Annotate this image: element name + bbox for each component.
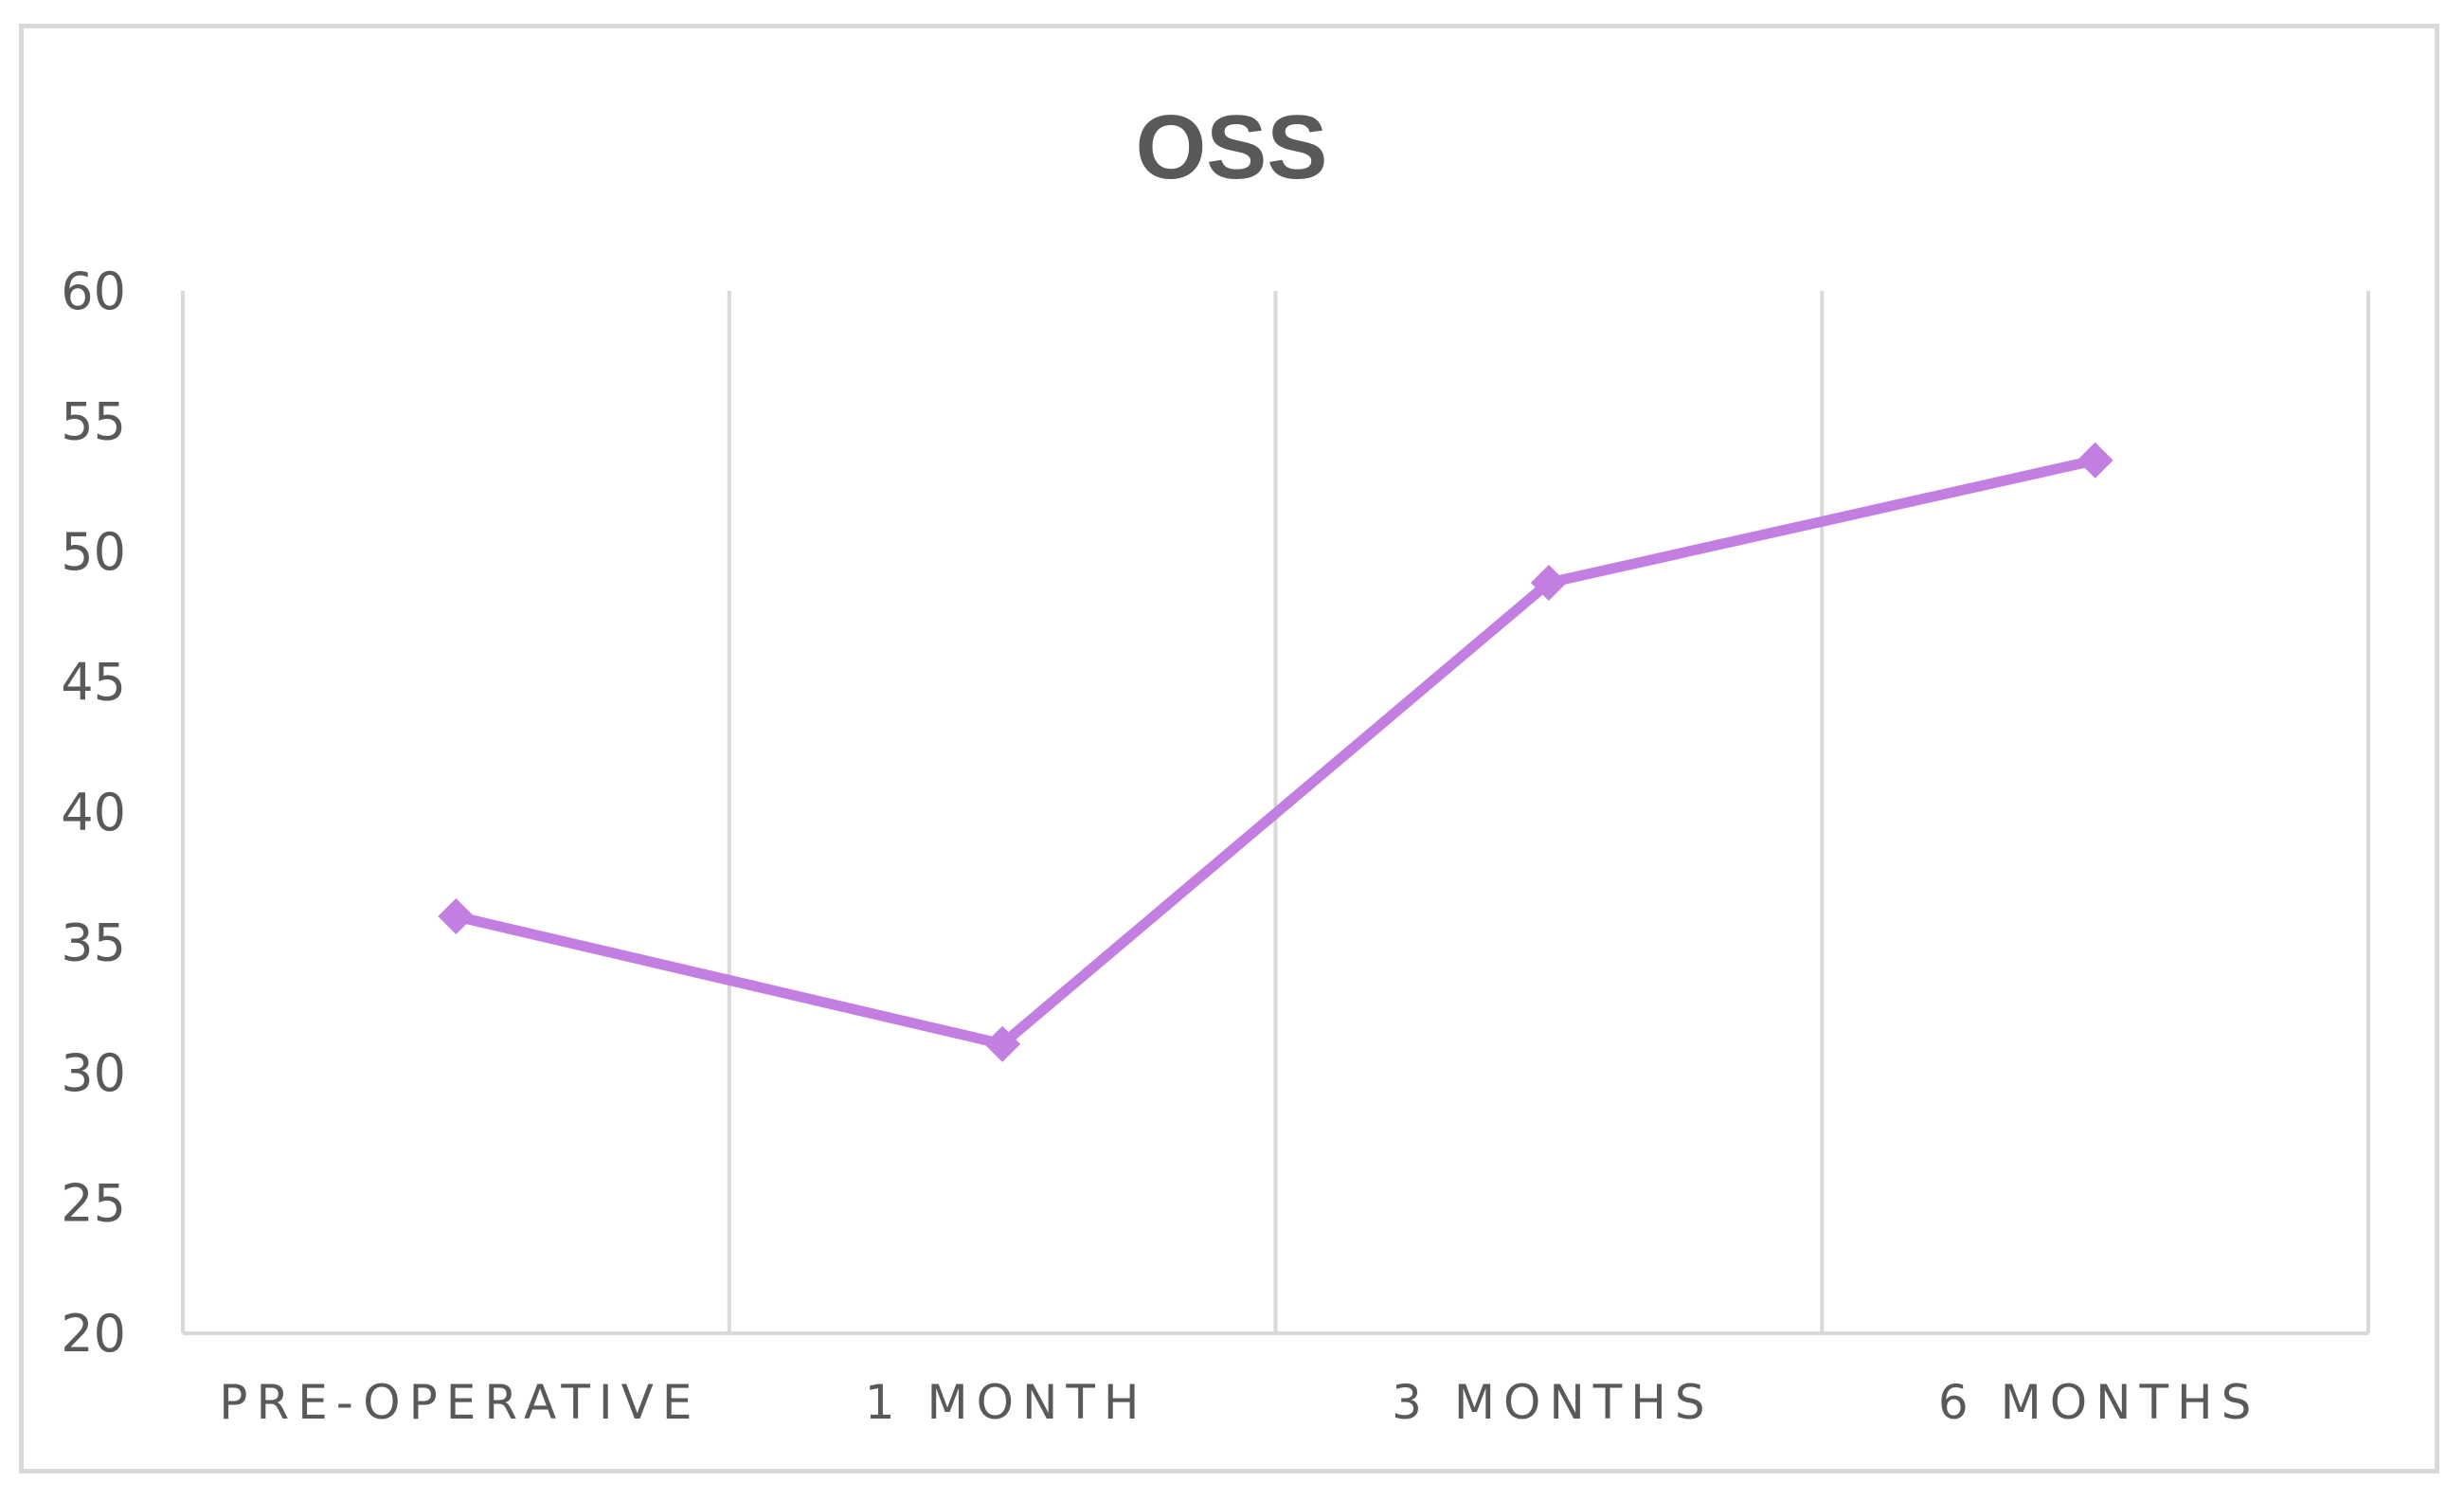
x-tick-label: 3 MONTHS [1392, 1375, 1713, 1430]
y-tick-label: 55 [61, 392, 126, 452]
chart-frame [19, 24, 2439, 1474]
y-axis-ticks: 20 25 30 35 40 45 50 55 60 [61, 262, 126, 1364]
y-tick-label: 50 [61, 522, 126, 582]
data-point [984, 1025, 1021, 1062]
data-point [438, 898, 475, 934]
y-tick-label: 35 [61, 913, 126, 973]
x-tick-label: 1 MONTH [865, 1375, 1148, 1430]
x-tick-label: 6 MONTHS [1938, 1375, 2259, 1430]
series-line [450, 455, 2101, 1050]
y-tick-label: 40 [61, 783, 126, 842]
data-point [2077, 442, 2113, 479]
x-axis-ticks: PRE-OPERATIVE 1 MONTH 3 MONTHS 6 MONTHS [219, 1375, 2259, 1430]
x-tick-label: PRE-OPERATIVE [219, 1375, 700, 1430]
series-layer [438, 442, 2113, 1062]
y-tick-label: 60 [61, 262, 126, 321]
chart-title: OSS [1136, 97, 1328, 198]
data-point [1530, 565, 1567, 601]
y-tick-label: 25 [61, 1174, 126, 1234]
y-tick-label: 20 [61, 1304, 126, 1364]
grid-lines [181, 291, 2370, 1333]
y-tick-label: 45 [61, 653, 126, 713]
y-tick-label: 30 [61, 1043, 126, 1103]
